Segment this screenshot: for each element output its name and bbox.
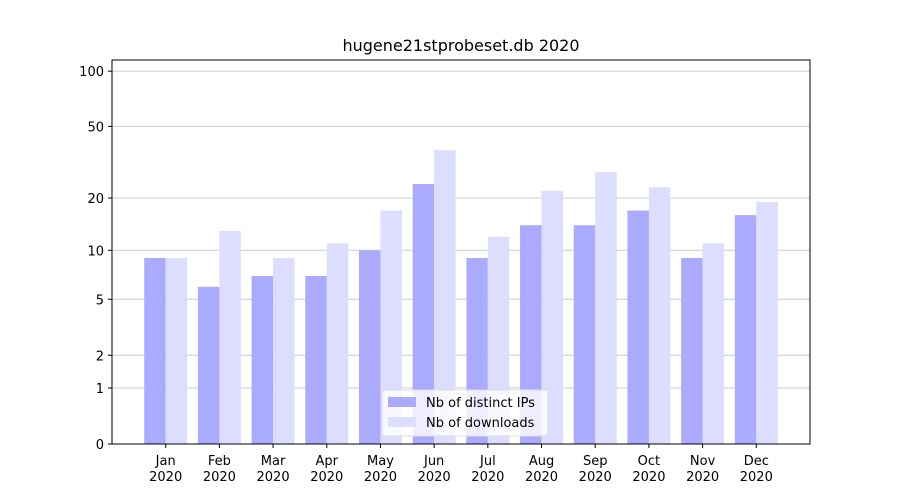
bar — [219, 230, 241, 444]
y-tick-label: 50 — [87, 120, 104, 135]
y-tick-label: 1 — [96, 382, 104, 397]
bar — [648, 187, 671, 444]
x-tick-label: Oct 2020 — [632, 454, 665, 485]
legend-label: Nb of downloads — [426, 416, 535, 431]
bar — [702, 243, 725, 444]
y-tick-label: 0 — [96, 438, 104, 453]
x-tick-label: Jun 2020 — [418, 454, 451, 485]
y-tick-label: 10 — [87, 244, 104, 259]
bar — [251, 276, 274, 444]
x-tick-label: Nov 2020 — [686, 454, 719, 485]
x-tick-label: Jul 2020 — [471, 454, 504, 485]
bar — [756, 202, 778, 444]
legend-swatch — [388, 397, 416, 407]
x-tick-label: Mar 2020 — [257, 454, 290, 485]
y-tick-label: 2 — [96, 349, 104, 364]
x-tick-label: Sep 2020 — [579, 454, 612, 485]
legend-label: Nb of distinct IPs — [426, 396, 535, 411]
plot-frame — [111, 59, 811, 445]
y-tick-label: 5 — [96, 293, 104, 308]
x-tick-label: May 2020 — [364, 454, 397, 485]
bar — [305, 276, 327, 444]
legend-box — [381, 389, 549, 437]
bar — [434, 150, 456, 444]
bar — [358, 250, 381, 444]
x-tick-label: Aug 2020 — [525, 454, 558, 485]
x-tick-label: Jan 2020 — [149, 454, 182, 485]
x-tick-label: Apr 2020 — [310, 454, 343, 485]
bar — [412, 183, 435, 444]
bar — [165, 257, 188, 444]
bar — [681, 257, 703, 444]
x-tick-label: Feb 2020 — [203, 454, 236, 485]
bar — [734, 215, 757, 444]
chart-title: hugene21stprobeset.db 2020 — [342, 36, 579, 55]
bar — [573, 225, 596, 444]
bar — [520, 225, 542, 444]
y-tick-label: 100 — [79, 65, 104, 80]
bar — [273, 257, 295, 444]
bar — [144, 257, 166, 444]
legend-swatch — [388, 417, 416, 427]
bar — [627, 210, 649, 444]
bar — [380, 210, 402, 444]
bar — [326, 243, 349, 444]
x-tick-label: Dec 2020 — [740, 454, 773, 485]
bar — [541, 190, 564, 444]
bar — [197, 286, 220, 444]
y-tick-label: 20 — [87, 192, 104, 207]
bar — [595, 171, 617, 444]
